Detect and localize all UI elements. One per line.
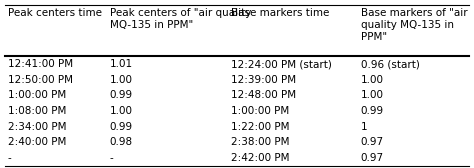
Text: 12:50:00 PM: 12:50:00 PM — [8, 75, 73, 85]
Text: -: - — [110, 153, 114, 163]
Text: 1:00:00 PM: 1:00:00 PM — [230, 106, 289, 116]
Text: 1.00: 1.00 — [361, 90, 383, 100]
Text: 12:24:00 PM (start): 12:24:00 PM (start) — [230, 59, 331, 69]
Text: 12:48:00 PM: 12:48:00 PM — [230, 90, 296, 100]
Text: 2:38:00 PM: 2:38:00 PM — [230, 137, 289, 147]
Text: Peak centers of "air quality
MQ-135 in PPM": Peak centers of "air quality MQ-135 in P… — [110, 8, 251, 30]
Text: 1.00: 1.00 — [361, 75, 383, 85]
Text: 1.01: 1.01 — [110, 59, 133, 69]
Text: 0.97: 0.97 — [361, 137, 384, 147]
Text: Peak centers time: Peak centers time — [8, 8, 101, 18]
Text: -: - — [8, 153, 11, 163]
Text: 0.99: 0.99 — [110, 122, 133, 132]
Text: 0.96 (start): 0.96 (start) — [361, 59, 419, 69]
Text: 12:41:00 PM: 12:41:00 PM — [8, 59, 73, 69]
Text: 0.98: 0.98 — [110, 137, 133, 147]
Text: 1.00: 1.00 — [110, 75, 133, 85]
Text: 1.00: 1.00 — [110, 106, 133, 116]
Text: 12:39:00 PM: 12:39:00 PM — [230, 75, 296, 85]
Text: 2:34:00 PM: 2:34:00 PM — [8, 122, 66, 132]
Text: 1:22:00 PM: 1:22:00 PM — [230, 122, 289, 132]
Text: Base markers time: Base markers time — [230, 8, 329, 18]
Text: 2:42:00 PM: 2:42:00 PM — [230, 153, 289, 163]
Text: 1:08:00 PM: 1:08:00 PM — [8, 106, 66, 116]
Text: Base markers of "air
quality MQ-135 in
PPM": Base markers of "air quality MQ-135 in P… — [361, 8, 467, 42]
Text: 1:00:00 PM: 1:00:00 PM — [8, 90, 66, 100]
Text: 0.99: 0.99 — [361, 106, 384, 116]
Text: 0.99: 0.99 — [110, 90, 133, 100]
Text: 1: 1 — [361, 122, 367, 132]
Text: 2:40:00 PM: 2:40:00 PM — [8, 137, 66, 147]
Text: 0.97: 0.97 — [361, 153, 384, 163]
